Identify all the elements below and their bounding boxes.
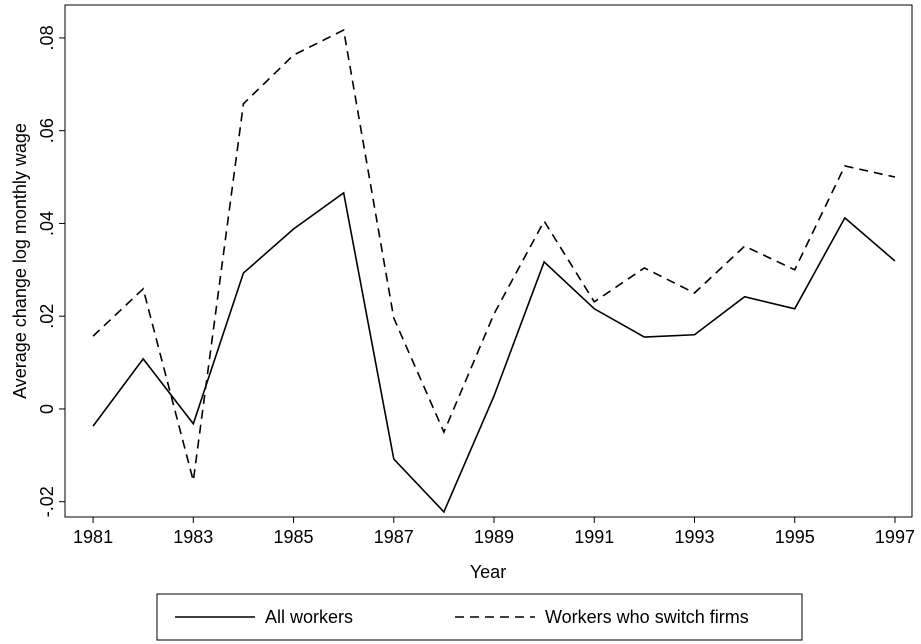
y-tick-label: 0 <box>37 404 57 414</box>
legend-box <box>156 593 803 641</box>
x-tick-label: 1983 <box>173 527 213 547</box>
x-tick-label: 1987 <box>374 527 414 547</box>
line-series <box>92 191 896 514</box>
x-tick-label: 1989 <box>474 527 514 547</box>
x-tick-label: 1997 <box>875 527 915 547</box>
y-tick-label: .04 <box>37 211 57 236</box>
y-tick-label: .02 <box>37 304 57 329</box>
x-tick-label: 1991 <box>574 527 614 547</box>
x-tick-label: 1993 <box>674 527 714 547</box>
plot-frame <box>64 4 913 518</box>
y-axis-label: Average change log monthly wage <box>10 123 30 399</box>
x-tick-label: 1981 <box>73 527 113 547</box>
line-series <box>92 28 896 482</box>
y-tick-label: .06 <box>37 118 57 143</box>
y-tick-label: -.02 <box>37 486 57 517</box>
x-tick-label: 1985 <box>274 527 314 547</box>
x-axis-label: Year <box>470 562 506 582</box>
legend-label: Workers who switch firms <box>545 607 749 627</box>
y-tick-label: .08 <box>37 25 57 50</box>
legend-label: All workers <box>265 607 353 627</box>
x-tick-label: 1995 <box>775 527 815 547</box>
